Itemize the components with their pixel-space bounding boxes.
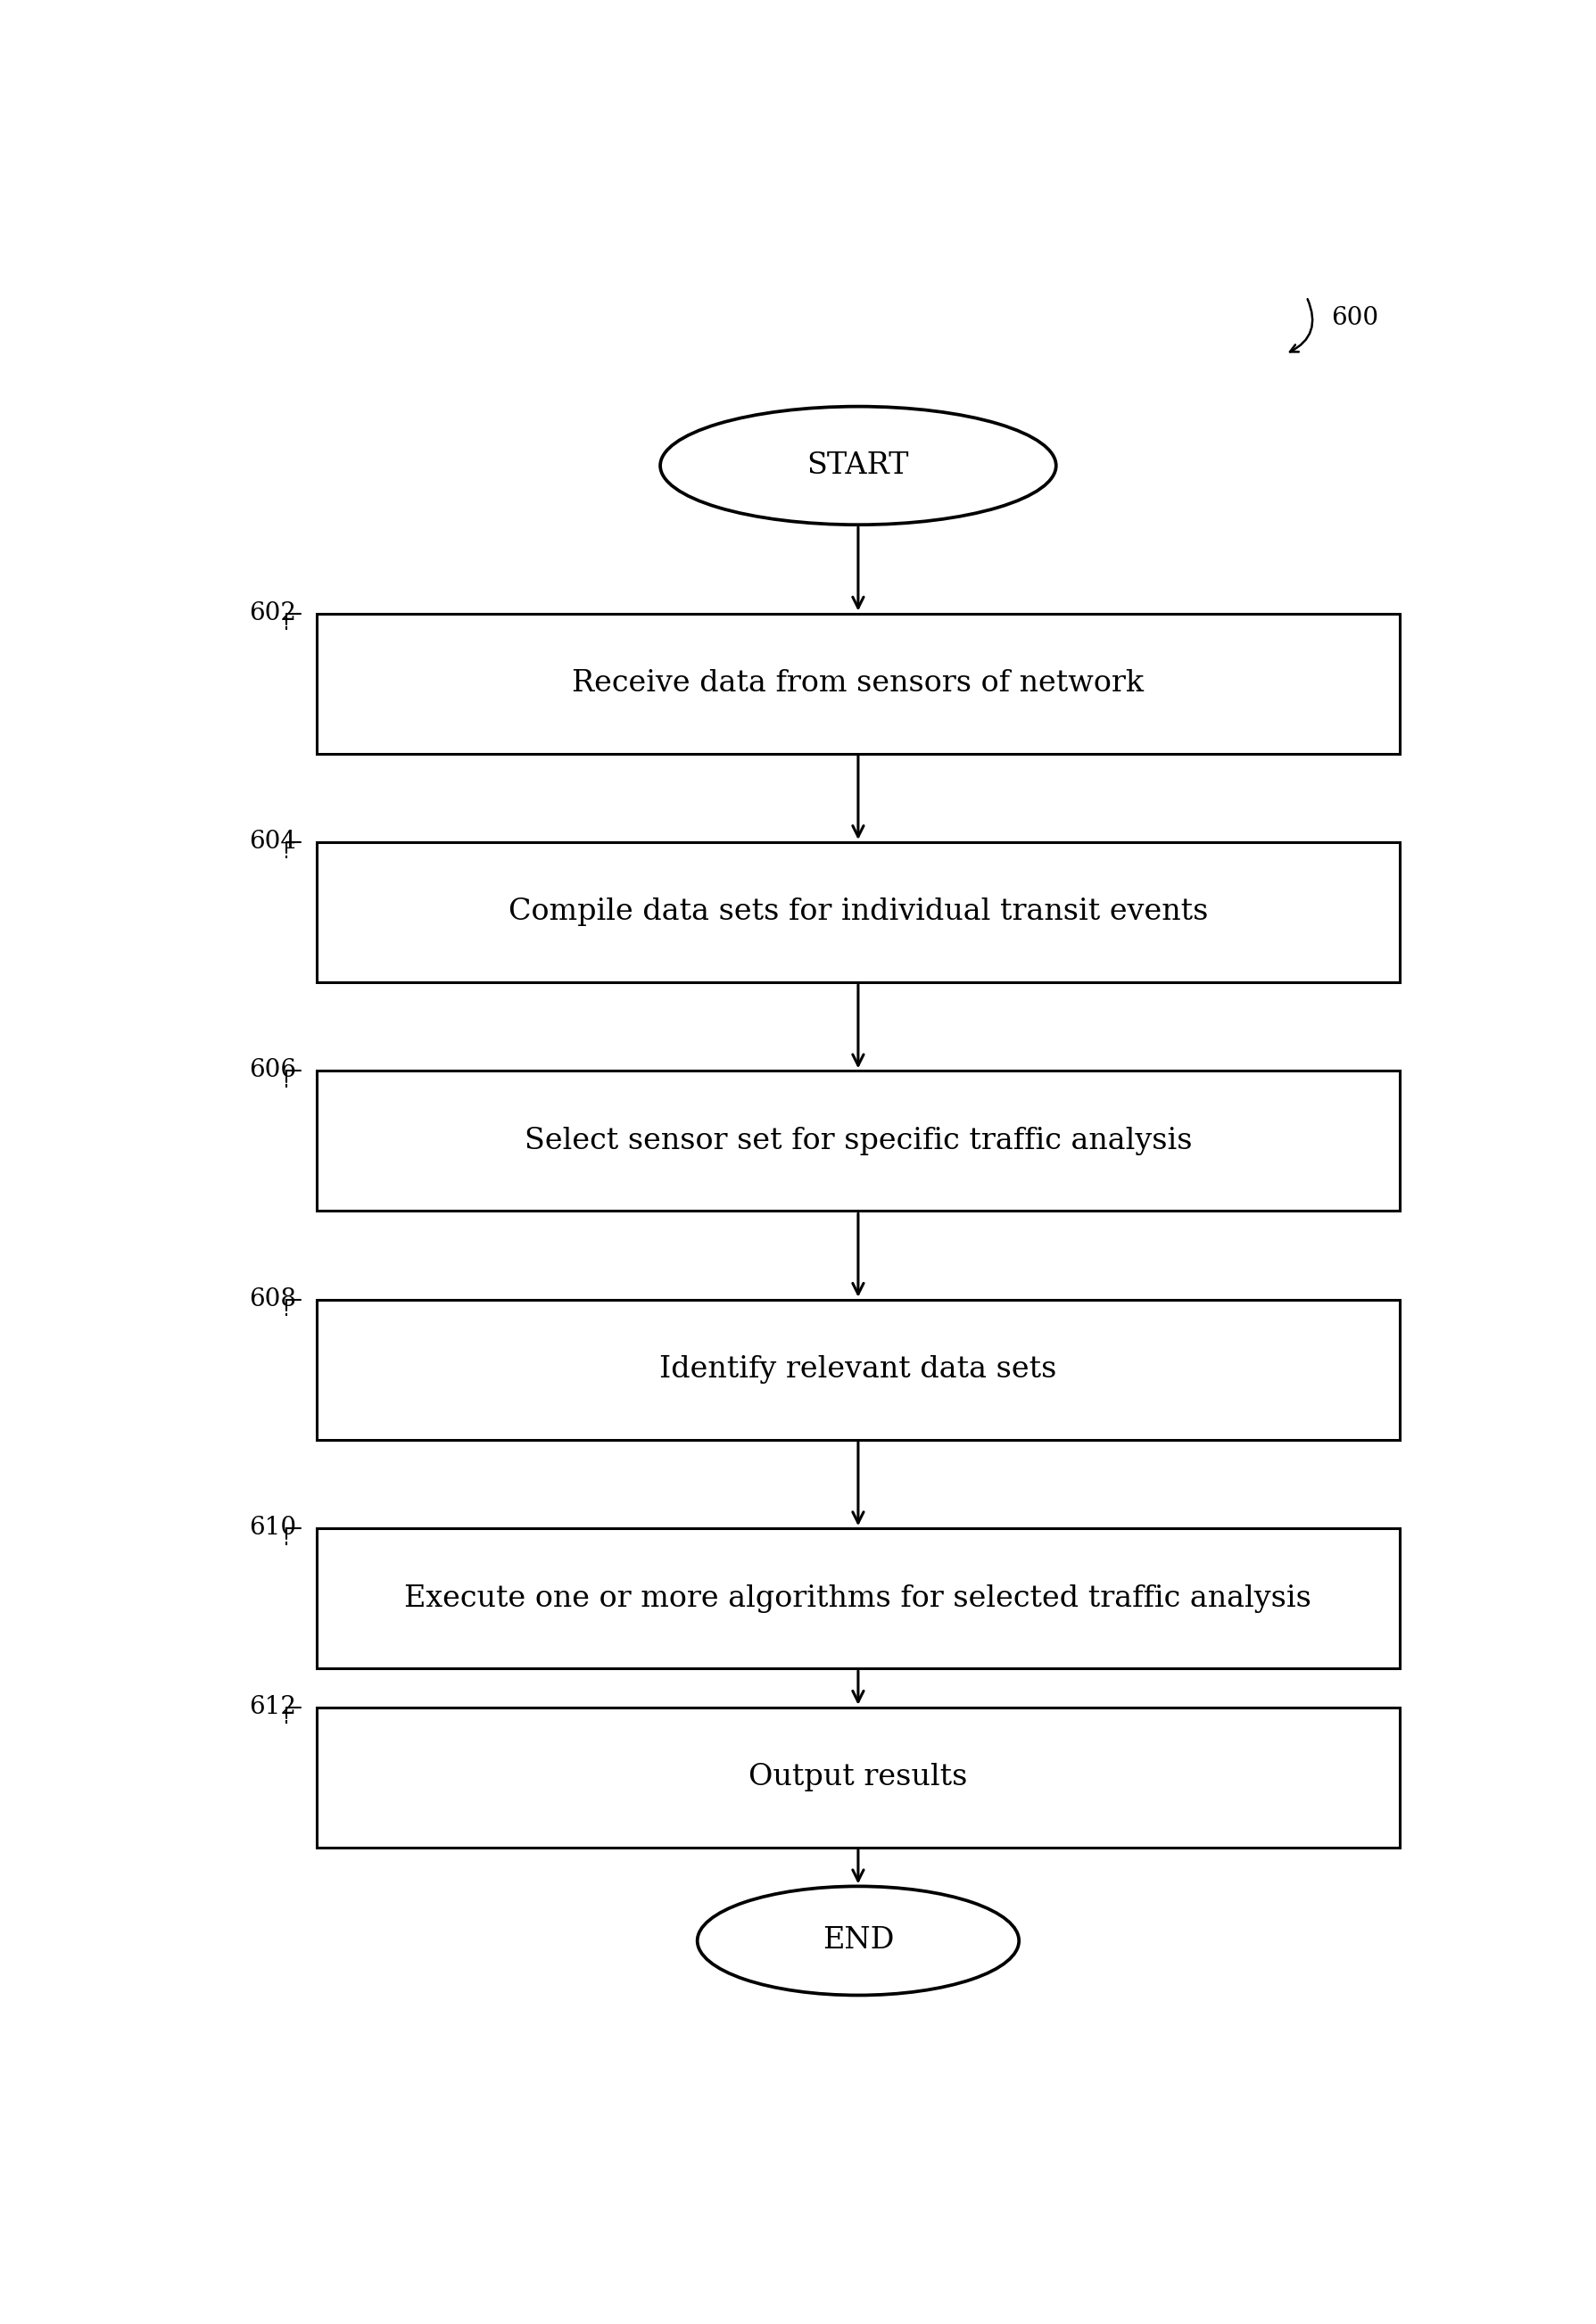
Bar: [318, 1071, 1400, 1211]
Text: Execute one or more algorithms for selected traffic analysis: Execute one or more algorithms for selec…: [404, 1585, 1312, 1613]
Text: Identify relevant data sets: Identify relevant data sets: [659, 1355, 1057, 1385]
Text: 600: 600: [1331, 307, 1379, 330]
Bar: [318, 1529, 1400, 1669]
Text: END: END: [822, 1927, 894, 1954]
Text: Select sensor set for specific traffic analysis: Select sensor set for specific traffic a…: [523, 1127, 1192, 1155]
Bar: [318, 614, 1400, 753]
Text: 608: 608: [249, 1287, 297, 1311]
Text: Compile data sets for individual transit events: Compile data sets for individual transit…: [508, 897, 1208, 927]
Text: Output results: Output results: [749, 1764, 967, 1792]
Text: 606: 606: [249, 1057, 297, 1083]
Bar: [318, 841, 1400, 983]
Text: 604: 604: [249, 830, 297, 853]
Bar: [318, 1708, 1400, 1848]
Text: START: START: [808, 451, 910, 479]
Text: 610: 610: [249, 1515, 297, 1541]
Bar: [318, 1299, 1400, 1439]
Text: Receive data from sensors of network: Receive data from sensors of network: [573, 669, 1144, 697]
Ellipse shape: [697, 1887, 1018, 1996]
Text: 602: 602: [249, 602, 297, 625]
Text: 612: 612: [249, 1694, 297, 1720]
Ellipse shape: [661, 407, 1057, 525]
